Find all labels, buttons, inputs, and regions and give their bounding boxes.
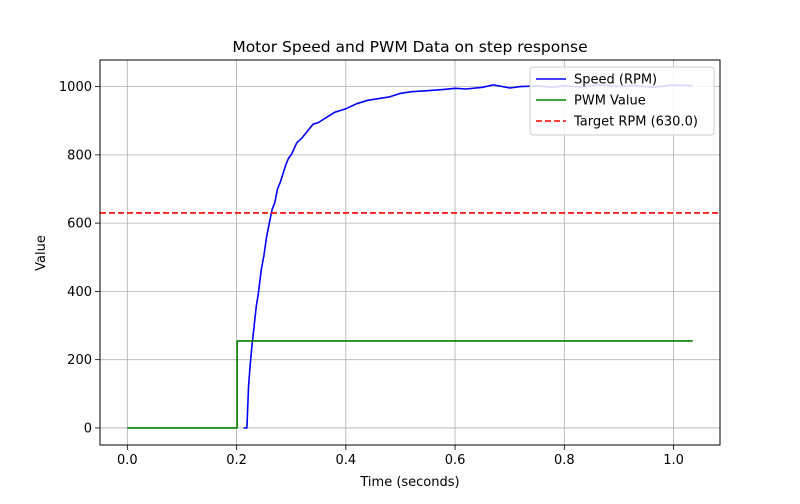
legend-box (529, 66, 715, 136)
x-axis: 0.0 0.2 0.4 0.6 0.8 1.0 (117, 445, 684, 468)
series-line-pwm-value (127, 340, 693, 429)
x-tick-label: 1.0 (663, 453, 684, 468)
chart-title: Motor Speed and PWM Data on step respons… (232, 38, 587, 56)
y-tick-label: 200 (67, 353, 92, 368)
x-tick-label: 0.4 (335, 453, 356, 468)
y-tick-label: 400 (67, 285, 92, 300)
x-tick-label: 0.8 (554, 453, 575, 468)
y-tick-label: 800 (67, 148, 92, 163)
y-axis-label: Value (34, 235, 49, 271)
plot-frame (99, 59, 721, 446)
legend-label: PWM Value (574, 94, 646, 109)
x-axis-label: Time (seconds) (359, 475, 459, 490)
y-tick-label: 1000 (59, 80, 92, 95)
legend-label: Target RPM (630.0) (573, 115, 698, 130)
x-tick-label: 0.2 (226, 453, 247, 468)
legend: Speed (RPM) PWM Value Target RPM (630.0) (529, 66, 715, 136)
x-tick-label: 0.0 (117, 453, 138, 468)
y-axis: 0 200 400 600 800 1000 (59, 80, 100, 436)
x-tick-label: 0.6 (445, 453, 466, 468)
y-tick-label: 0 (84, 421, 92, 436)
legend-label: Speed (RPM) (574, 73, 657, 88)
y-tick-label: 600 (67, 217, 92, 232)
